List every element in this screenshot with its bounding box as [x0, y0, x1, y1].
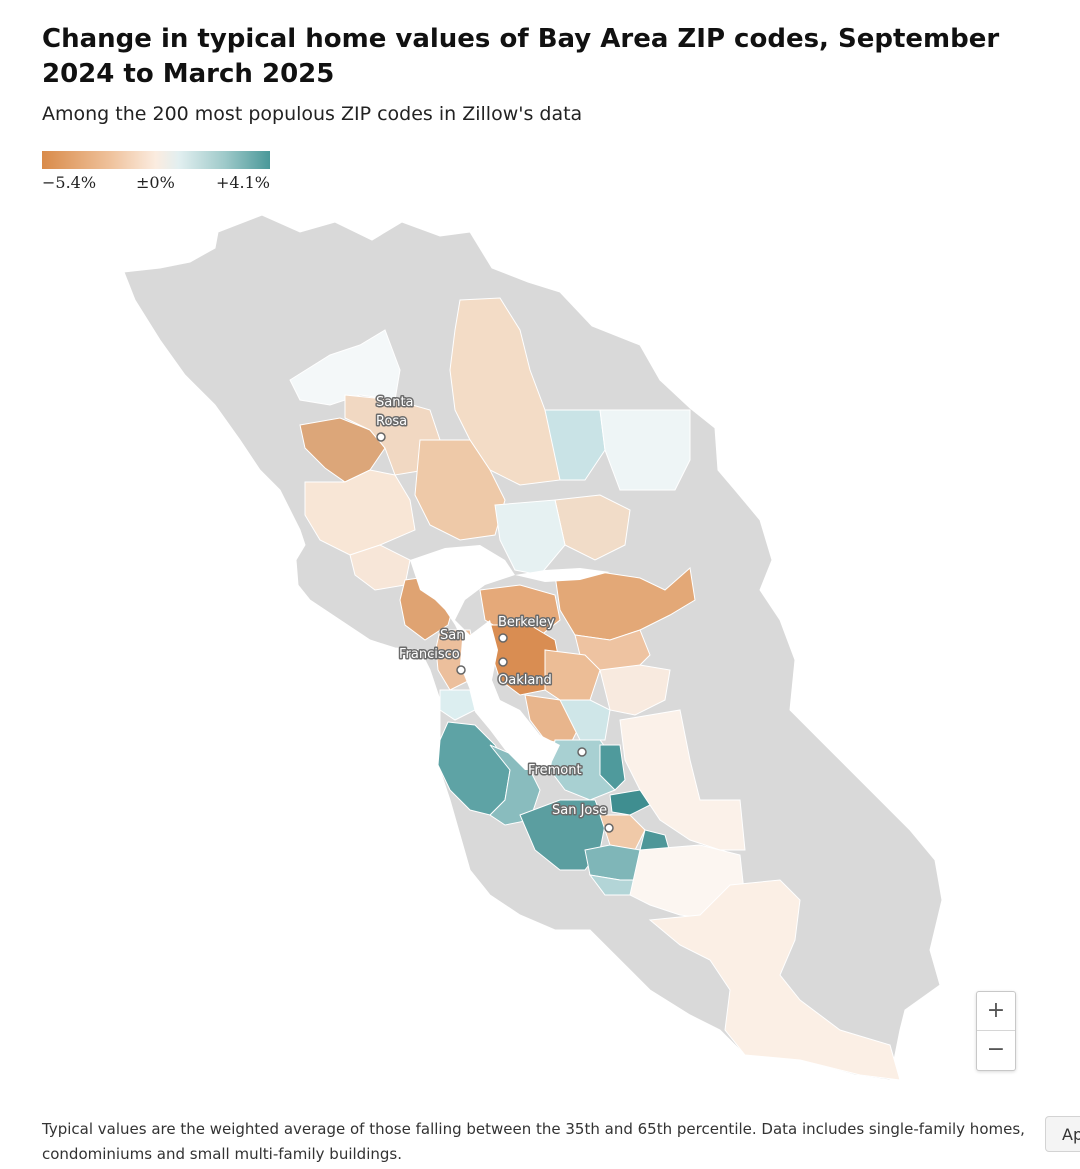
zip-sonoma-south	[304, 469, 416, 556]
legend-min-label: −5.4%	[42, 173, 97, 192]
zip-solano-east	[544, 409, 606, 481]
legend-gradient-bar	[42, 151, 270, 169]
zip-milpitas	[599, 744, 626, 791]
chart-title: Change in typical home values of Bay Are…	[42, 24, 1000, 89]
city-dot-fremont	[577, 747, 587, 757]
city-dot-san-jose	[604, 823, 614, 833]
bay-water	[410, 545, 560, 770]
city-label-oakland: Oakland	[498, 673, 552, 688]
choropleth-map[interactable]: Santa Rosa Berkeley San Francisco Oaklan…	[0, 200, 1080, 1100]
zip-santa-rosa-center	[344, 394, 441, 476]
city-label-san-jose: San Jose	[552, 803, 607, 818]
legend-mid-label: ±0%	[136, 173, 175, 192]
zip-sf-south	[439, 689, 476, 721]
city-label-berkeley: Berkeley	[498, 615, 555, 630]
city-label-san-francisco: San Francisco	[399, 628, 469, 662]
chart-subtitle: Among the 200 most populous ZIP codes in…	[42, 103, 583, 125]
zip-san-jose-east	[609, 789, 651, 816]
city-label-fremont: Fremont	[528, 763, 582, 778]
zip-napa-center	[414, 439, 506, 541]
color-legend: −5.4% ±0% +4.1%	[42, 151, 270, 195]
zip-tri-valley	[599, 664, 671, 716]
zip-contra-costa	[554, 567, 696, 641]
city-label-santa-rosa: Santa Rosa	[376, 395, 418, 429]
city-dot-oakland	[498, 657, 508, 667]
zip-livermore	[619, 709, 746, 851]
zip-castro-valley	[559, 699, 611, 741]
zip-gilroy	[648, 879, 901, 1081]
city-dot-santa-rosa	[376, 432, 386, 442]
zip-san-jose-central	[599, 814, 646, 851]
cutoff-button[interactable]: Ap	[1045, 1116, 1080, 1152]
zip-solano-far-east	[599, 409, 691, 491]
city-dot-san-francisco	[456, 665, 466, 675]
zoom-in-button[interactable]: +	[977, 992, 1015, 1031]
zip-santa-rosa-north	[289, 329, 401, 406]
chart-footnote: Typical values are the weighted average …	[42, 1120, 1025, 1163]
city-dot-berkeley	[498, 633, 508, 643]
map-svg[interactable]: Santa Rosa Berkeley San Francisco Oaklan…	[0, 200, 1080, 1100]
zoom-control: + −	[976, 991, 1016, 1071]
legend-max-label: +4.1%	[215, 173, 270, 192]
zip-napa-north	[449, 297, 561, 486]
zip-fremont	[549, 739, 616, 801]
carquinez-water	[515, 568, 610, 582]
zoom-out-button[interactable]: −	[986, 1037, 1006, 1062]
